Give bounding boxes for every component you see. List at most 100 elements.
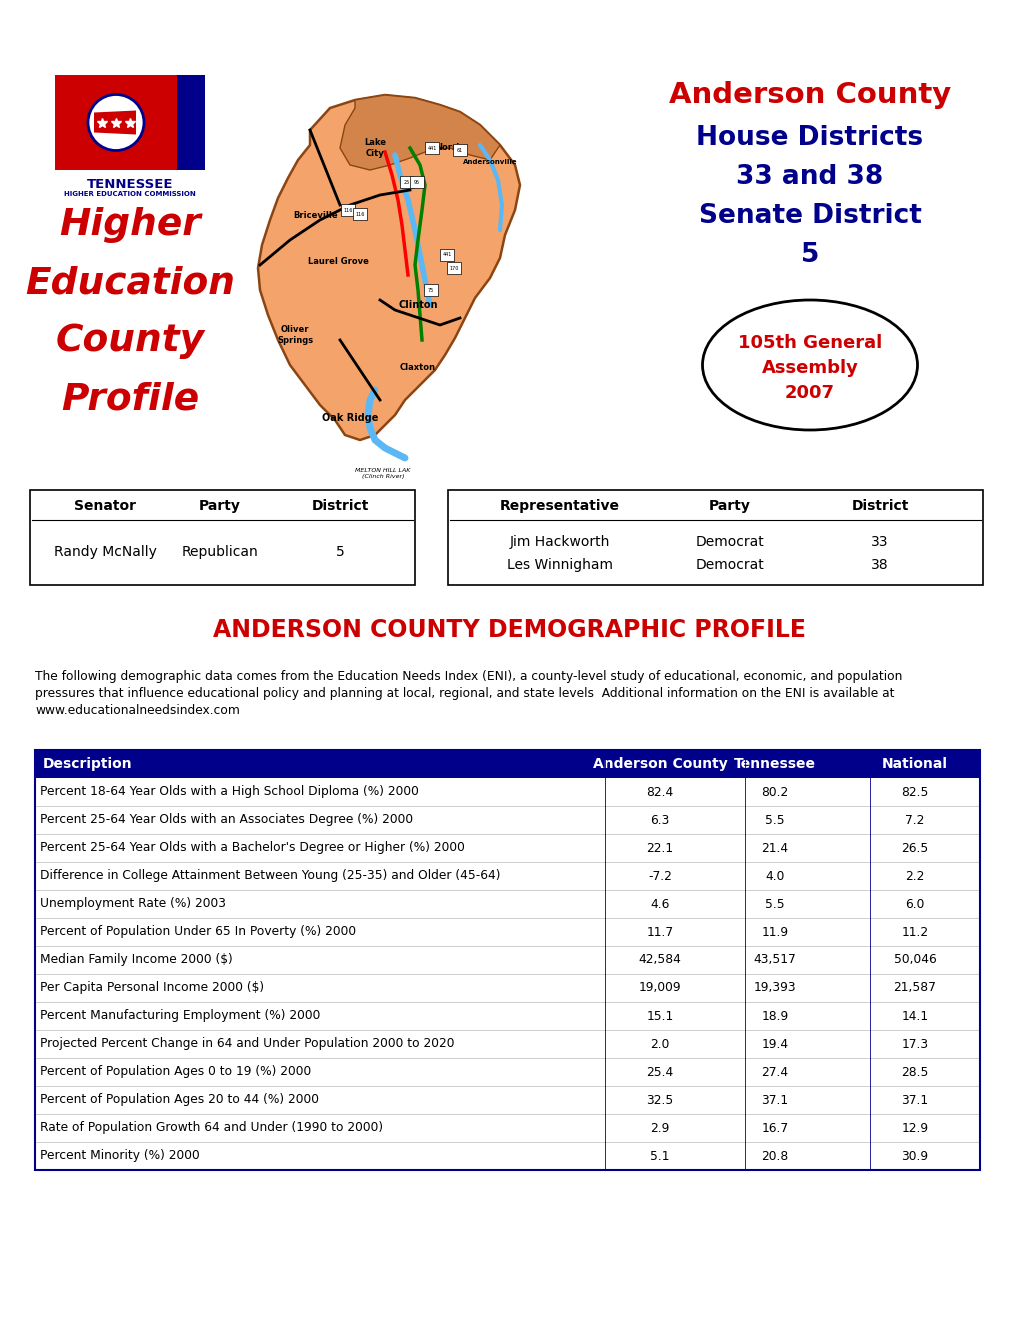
Text: Republican: Republican	[181, 545, 258, 558]
Bar	[177, 75, 205, 170]
Text: 441: 441	[427, 145, 436, 150]
Text: 6.0: 6.0	[905, 898, 924, 911]
Text: Difference in College Attainment Between Young (25-35) and Older (45-64): Difference in College Attainment Between…	[40, 870, 500, 883]
Text: 82.4: 82.4	[646, 785, 673, 799]
Bar	[452, 144, 467, 156]
Polygon shape	[258, 95, 520, 440]
Text: Democrat: Democrat	[695, 558, 763, 572]
Text: Claxton: Claxton	[399, 363, 435, 372]
Text: House Districts: House Districts	[696, 125, 922, 150]
Bar	[55, 75, 205, 170]
Text: Party: Party	[199, 499, 240, 513]
Circle shape	[88, 95, 144, 150]
Text: 14.1: 14.1	[901, 1010, 927, 1023]
Text: 32.5: 32.5	[646, 1093, 673, 1106]
Text: Projected Percent Change in 64 and Under Population 2000 to 2020: Projected Percent Change in 64 and Under…	[40, 1038, 454, 1051]
Bar	[447, 490, 982, 585]
Text: 441: 441	[442, 252, 451, 257]
Bar	[353, 209, 367, 220]
Text: 11.9: 11.9	[761, 925, 788, 939]
Text: Lake
City: Lake City	[364, 139, 385, 157]
Text: 4.0: 4.0	[764, 870, 784, 883]
Text: 12.9: 12.9	[901, 1122, 927, 1134]
Text: 5: 5	[335, 545, 344, 558]
Text: Percent Manufacturing Employment (%) 2000: Percent Manufacturing Employment (%) 200…	[40, 1010, 320, 1023]
Text: Percent of Population Under 65 In Poverty (%) 2000: Percent of Population Under 65 In Povert…	[40, 925, 356, 939]
Text: Clinton: Clinton	[397, 300, 437, 310]
Text: Les Winnigham: Les Winnigham	[506, 558, 612, 572]
Bar	[424, 284, 437, 296]
Text: Oak Ridge: Oak Ridge	[322, 413, 378, 422]
Text: Per Capita Personal Income 2000 ($): Per Capita Personal Income 2000 ($)	[40, 982, 264, 994]
Text: 95: 95	[414, 180, 420, 185]
Text: Laurel Grove: Laurel Grove	[308, 257, 368, 267]
Text: 5.1: 5.1	[650, 1150, 669, 1163]
Bar	[425, 143, 438, 154]
Ellipse shape	[702, 300, 917, 430]
Text: 80.2: 80.2	[760, 785, 788, 799]
Text: 28.5: 28.5	[901, 1065, 927, 1078]
Text: Randy McNally: Randy McNally	[54, 545, 156, 558]
Text: 25.4: 25.4	[646, 1065, 673, 1078]
Text: 5.5: 5.5	[764, 813, 784, 826]
Bar	[399, 176, 414, 187]
Text: 61: 61	[457, 148, 463, 153]
Text: Briceville: Briceville	[293, 210, 338, 219]
Text: Percent of Population Ages 0 to 19 (%) 2000: Percent of Population Ages 0 to 19 (%) 2…	[40, 1065, 311, 1078]
Text: Party: Party	[708, 499, 750, 513]
Text: 11.7: 11.7	[646, 925, 673, 939]
Text: 21,587: 21,587	[893, 982, 935, 994]
Text: 5: 5	[800, 242, 818, 268]
Text: Percent 25-64 Year Olds with a Bachelor's Degree or Higher (%) 2000: Percent 25-64 Year Olds with a Bachelor'…	[40, 842, 465, 854]
Text: Norris: Norris	[435, 144, 464, 153]
Text: MELTON HILL LAK
(Clinch River): MELTON HILL LAK (Clinch River)	[355, 469, 411, 479]
Text: 33: 33	[870, 535, 888, 549]
Text: Anderson County: Anderson County	[668, 81, 950, 110]
Text: 42,584: 42,584	[638, 953, 681, 966]
Text: 4.6: 4.6	[650, 898, 669, 911]
Text: 116: 116	[343, 207, 353, 213]
Text: Percent Minority (%) 2000: Percent Minority (%) 2000	[40, 1150, 200, 1163]
Bar	[30, 490, 415, 585]
Text: Representative: Representative	[499, 499, 620, 513]
Polygon shape	[94, 111, 136, 135]
Text: 27.4: 27.4	[761, 1065, 788, 1078]
Text: Percent 18-64 Year Olds with a High School Diploma (%) 2000: Percent 18-64 Year Olds with a High Scho…	[40, 785, 419, 799]
Text: 170: 170	[449, 265, 459, 271]
Text: -7.2: -7.2	[647, 870, 672, 883]
Text: Anderson County: Anderson County	[592, 756, 727, 771]
Text: Unemployment Rate (%) 2003: Unemployment Rate (%) 2003	[40, 898, 226, 911]
Bar	[35, 750, 979, 1170]
Text: 26.5: 26.5	[901, 842, 927, 854]
Text: 7.2: 7.2	[905, 813, 924, 826]
Text: 37.1: 37.1	[901, 1093, 927, 1106]
Text: Percent of Population Ages 20 to 44 (%) 2000: Percent of Population Ages 20 to 44 (%) …	[40, 1093, 319, 1106]
Bar	[446, 261, 461, 275]
Text: 30.9: 30.9	[901, 1150, 927, 1163]
Text: 37.1: 37.1	[761, 1093, 788, 1106]
Text: 82.5: 82.5	[901, 785, 927, 799]
Text: 19,393: 19,393	[753, 982, 796, 994]
Text: Andersonville: Andersonville	[463, 158, 517, 165]
Text: Rate of Population Growth 64 and Under (1990 to 2000): Rate of Population Growth 64 and Under (…	[40, 1122, 383, 1134]
Text: The following demographic data comes from the Education Needs Index (ENI), a cou: The following demographic data comes fro…	[35, 671, 902, 717]
Text: 15.1: 15.1	[646, 1010, 673, 1023]
Text: District: District	[851, 499, 908, 513]
Bar	[410, 176, 424, 187]
Text: 11.2: 11.2	[901, 925, 927, 939]
Text: 21.4: 21.4	[761, 842, 788, 854]
Text: 105th General: 105th General	[737, 334, 881, 352]
Text: 43,517: 43,517	[753, 953, 796, 966]
Text: 18.9: 18.9	[760, 1010, 788, 1023]
Text: ANDERSON COUNTY DEMOGRAPHIC PROFILE: ANDERSON COUNTY DEMOGRAPHIC PROFILE	[213, 618, 806, 642]
Bar	[35, 750, 979, 777]
Text: 38: 38	[870, 558, 888, 572]
Polygon shape	[339, 95, 499, 170]
Text: 2.0: 2.0	[650, 1038, 669, 1051]
Text: Higher: Higher	[59, 207, 201, 243]
Text: 19,009: 19,009	[638, 982, 681, 994]
Text: 50,046: 50,046	[893, 953, 935, 966]
Text: Senate District: Senate District	[698, 203, 920, 228]
Text: 19.4: 19.4	[761, 1038, 788, 1051]
Text: Description: Description	[43, 756, 132, 771]
